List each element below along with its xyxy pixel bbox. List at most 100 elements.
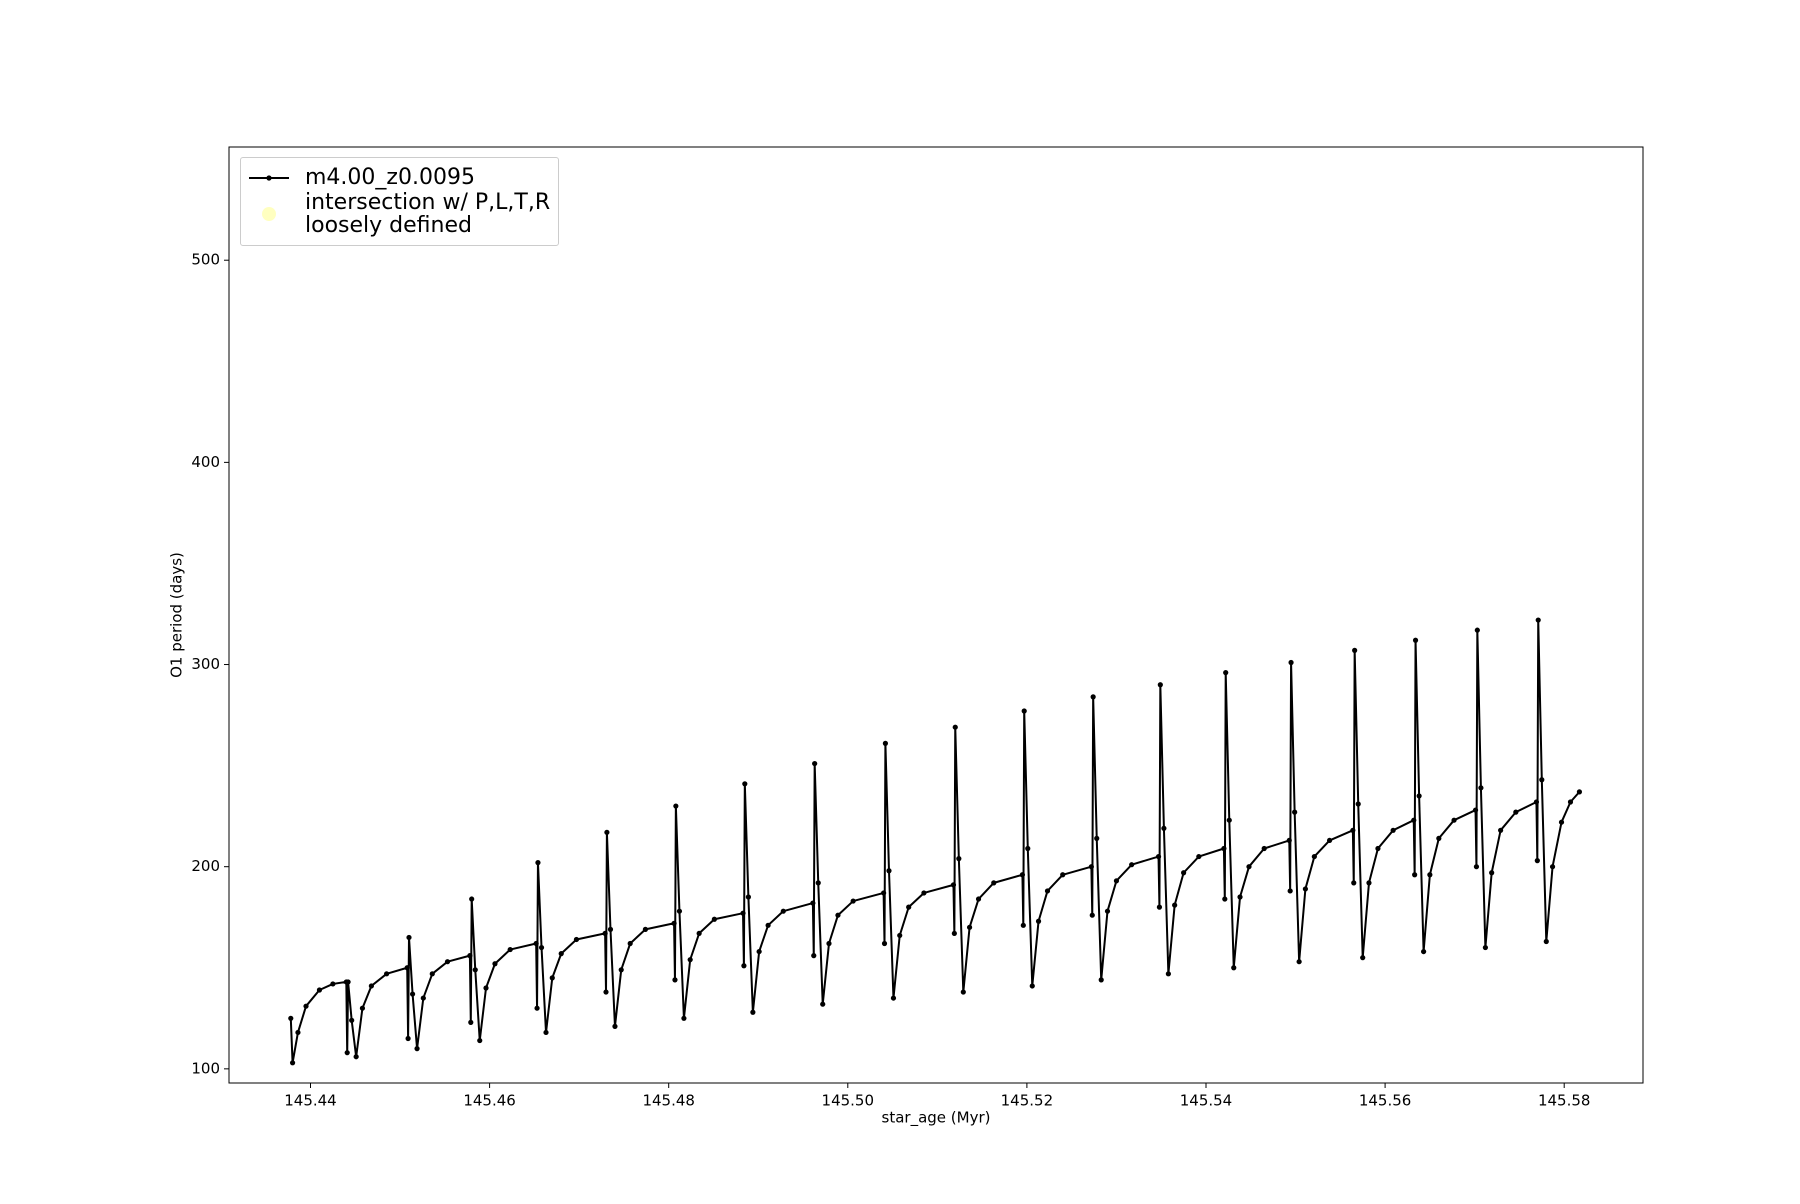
data-point (289, 1060, 296, 1066)
data-point (627, 940, 633, 947)
data-point (549, 975, 555, 981)
data-point (1021, 708, 1027, 714)
data-point (1473, 864, 1480, 870)
data-point (676, 908, 683, 914)
data-point (295, 1029, 301, 1036)
data-point (1351, 880, 1357, 886)
data-point (1286, 837, 1292, 844)
data-point (1355, 801, 1361, 807)
data-point (1261, 845, 1267, 852)
data-point (538, 944, 545, 951)
x-tick-label: 145.44 (284, 1092, 337, 1110)
data-point (1060, 872, 1066, 878)
data-point (359, 1005, 366, 1011)
data-point (742, 781, 748, 787)
data-point (1020, 922, 1026, 928)
data-point (535, 860, 541, 866)
data-point (756, 948, 762, 955)
data-point (1029, 983, 1035, 989)
data-point (1326, 837, 1333, 844)
data-point (1534, 858, 1540, 864)
data-point (1350, 827, 1356, 833)
data-point (765, 922, 771, 928)
data-point (602, 930, 608, 937)
y-tick-label: 100 (191, 1059, 220, 1077)
data-point (1044, 888, 1051, 894)
data-point (1089, 912, 1095, 918)
data-point (1025, 845, 1031, 852)
data-point (881, 940, 888, 947)
y-tick-label: 500 (191, 251, 220, 269)
plot-frame (228, 146, 1644, 1084)
data-point (604, 829, 610, 835)
data-point (558, 951, 564, 957)
data-point (414, 1046, 420, 1052)
data-point (991, 880, 997, 886)
data-point (316, 987, 323, 993)
data-point (468, 1019, 474, 1025)
y-axis-label: O1 period (days) (168, 552, 186, 678)
data-point (815, 880, 821, 886)
data-point (835, 912, 841, 918)
data-point (368, 983, 374, 989)
data-point (1090, 694, 1096, 700)
data-point (1427, 872, 1433, 878)
data-point (1489, 870, 1495, 876)
y-tick-label: 200 (191, 857, 220, 875)
data-point (1226, 817, 1232, 823)
data-point (1155, 853, 1162, 860)
data-point (897, 932, 903, 939)
data-point (467, 953, 473, 959)
data-point (1094, 835, 1100, 841)
data-point (1157, 682, 1163, 688)
data-point (483, 985, 489, 991)
data-point (1156, 904, 1163, 910)
data-point (711, 916, 717, 922)
data-point (1292, 809, 1298, 815)
data-point (1558, 819, 1565, 825)
data-point (811, 953, 817, 959)
data-point (1222, 896, 1228, 902)
data-point (1035, 918, 1042, 924)
data-point (673, 803, 679, 809)
data-point (740, 910, 746, 916)
data-point (406, 934, 412, 941)
data-point (1288, 659, 1294, 666)
data-point (850, 898, 856, 904)
data-point (1576, 789, 1583, 795)
data-point (671, 920, 677, 926)
data-point (469, 896, 475, 902)
data-point (1352, 647, 1358, 653)
y-tick-label: 300 (191, 655, 220, 673)
data-point (303, 1003, 309, 1009)
legend-label: m4.00_z0.0095 (305, 165, 475, 190)
data-point (1482, 944, 1488, 951)
data-point (409, 991, 416, 997)
data-point (1311, 853, 1317, 860)
x-tick-label: 145.54 (1180, 1092, 1233, 1110)
data-point (1474, 627, 1480, 633)
data-point (492, 961, 498, 967)
data-point (1237, 894, 1243, 900)
data-point (642, 926, 649, 932)
legend-swatch (249, 174, 289, 181)
x-tick-label: 145.58 (1538, 1092, 1591, 1110)
data-point (1246, 864, 1252, 870)
data-point (952, 724, 958, 730)
data-point (543, 1029, 549, 1036)
data-point (1221, 845, 1227, 852)
data-point (1478, 785, 1484, 791)
data-point (1181, 870, 1187, 876)
data-point (1302, 886, 1308, 892)
data-point (618, 967, 624, 973)
data-point (1513, 809, 1519, 815)
data-point (1104, 908, 1111, 914)
data-point (288, 1015, 294, 1021)
data-point (882, 740, 889, 746)
data-point (344, 1050, 350, 1056)
data-point (1360, 955, 1366, 961)
data-point (420, 995, 426, 1001)
data-point (472, 967, 478, 973)
data-point (921, 890, 927, 896)
data-point (353, 1054, 359, 1060)
